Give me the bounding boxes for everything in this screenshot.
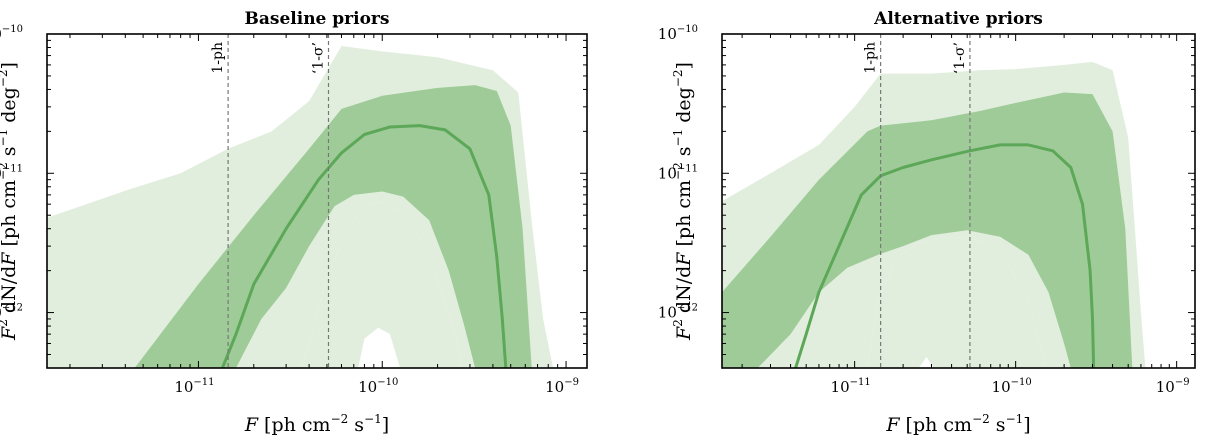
x-axis-label-part: −2 [972, 412, 990, 426]
y-axis-label-part: deg [0, 87, 20, 129]
y-axis-label-part: deg [673, 87, 695, 129]
y-axis-label-part: F [673, 252, 695, 267]
plot-frame [721, 33, 1196, 369]
y-axis-label-part: 2 [0, 319, 10, 327]
y-tick-exponent: −10 [677, 24, 698, 35]
median-line [794, 143, 1096, 368]
plot-frame [46, 33, 588, 369]
y-axis-label-part: −2 [0, 69, 10, 87]
inner-band [134, 85, 532, 368]
y-axis-label-part: ] [0, 62, 20, 69]
y-axis-label-part: s [0, 146, 20, 162]
x-axis-label-part: s [990, 414, 1006, 436]
panel-baseline-priors: 1-ph‘1-σ’10−1110−1010−910−1210−1110−10Ba… [0, 9, 588, 436]
y-axis-label-part: −1 [0, 129, 10, 147]
panel-title: Baseline priors [245, 9, 390, 29]
y-axis-label-part: s [673, 146, 695, 162]
y-axis-label-part: F [0, 326, 20, 341]
x-axis-label: F [ph cm−2 s−1] [244, 412, 389, 436]
x-tick-label: 10−10 [992, 377, 1032, 396]
plot-area [722, 61, 1146, 368]
x-axis-label-part: [ph cm [900, 414, 973, 436]
x-axis-label-part: F [885, 414, 900, 436]
x-tick-exponent: −11 [850, 377, 871, 388]
x-axis-label-part: −1 [1006, 412, 1024, 426]
x-tick-label: 10−11 [174, 377, 214, 396]
y-tick-exponent: −10 [2, 24, 23, 35]
bottom-white-hole [918, 357, 934, 368]
y-tick-label: 10−10 [0, 24, 23, 43]
y-axis-label-part: −1 [671, 129, 685, 147]
inner-band [722, 92, 1133, 368]
x-axis-label-part: ] [1023, 414, 1030, 436]
x-tick-label: 10−9 [1156, 377, 1190, 396]
bottom-white-hole [358, 327, 401, 368]
y-axis-label: F2 dN/dF [ph cm−2 s−1 deg−2] [671, 62, 695, 341]
x-axis-label-part: −2 [331, 412, 349, 426]
y-axis-label-part: [ph cm [673, 180, 695, 253]
x-axis-label-part: −1 [364, 412, 382, 426]
x-tick-exponent: −11 [193, 377, 214, 388]
ref-line-label: 1-ph [863, 42, 879, 74]
ref-line-label: ‘1-σ’ [310, 42, 326, 74]
lower-light-island [867, 236, 1047, 368]
y-axis-label-part: dN/d [673, 266, 695, 319]
x-axis-label-part: [ph cm [258, 414, 331, 436]
x-axis-label-part: ] [382, 414, 389, 436]
x-tick-label: 10−10 [358, 377, 398, 396]
y-axis-label-part: ] [673, 62, 695, 69]
panel-alternative-priors: 1-ph ‘1-σ’10−11 10−10 10−910−1210−1110−10Al… [658, 9, 1196, 436]
x-tick-label: 10−11 [831, 377, 871, 396]
x-axis-label-part: s [348, 414, 364, 436]
y-axis-label-part: [ph cm [0, 180, 20, 253]
y-axis-label-part: dN/d [0, 266, 20, 319]
y-tick-exponent: −12 [677, 303, 698, 314]
x-tick-exponent: −10 [377, 377, 398, 388]
lower-light-island [300, 201, 462, 368]
y-axis-label: F2 dN/dF [ph cm−2 s−1 deg−2] [0, 62, 20, 341]
y-axis-label-part: −2 [671, 162, 685, 180]
y-axis-label-part: 2 [671, 319, 685, 327]
ref-line-label: 1-ph [210, 42, 226, 74]
x-tick-label: 10−9 [545, 377, 579, 396]
x-tick-exponent: −9 [1175, 377, 1190, 388]
x-tick-exponent: −9 [564, 377, 579, 388]
x-axis-label: F [ph cm−2 s−1] [885, 412, 1030, 436]
y-tick-label: 10−10 [658, 24, 698, 43]
y-axis-label-part: −2 [0, 162, 10, 180]
y-axis-label-part: −2 [671, 69, 685, 87]
median-line [221, 124, 508, 368]
y-tick-exponent: −11 [677, 163, 698, 174]
y-tick-exponent: −11 [2, 163, 23, 174]
y-tick-exponent: −12 [2, 303, 23, 314]
plot-area [47, 46, 554, 368]
y-axis-label-part: F [0, 252, 20, 267]
panel-title: Alternative priors [873, 9, 1043, 29]
x-axis-label-part: F [244, 414, 259, 436]
x-tick-exponent: −10 [1011, 377, 1032, 388]
ref-line-label: ‘1-σ’ [952, 42, 968, 74]
y-axis-label-part: F [673, 326, 695, 341]
